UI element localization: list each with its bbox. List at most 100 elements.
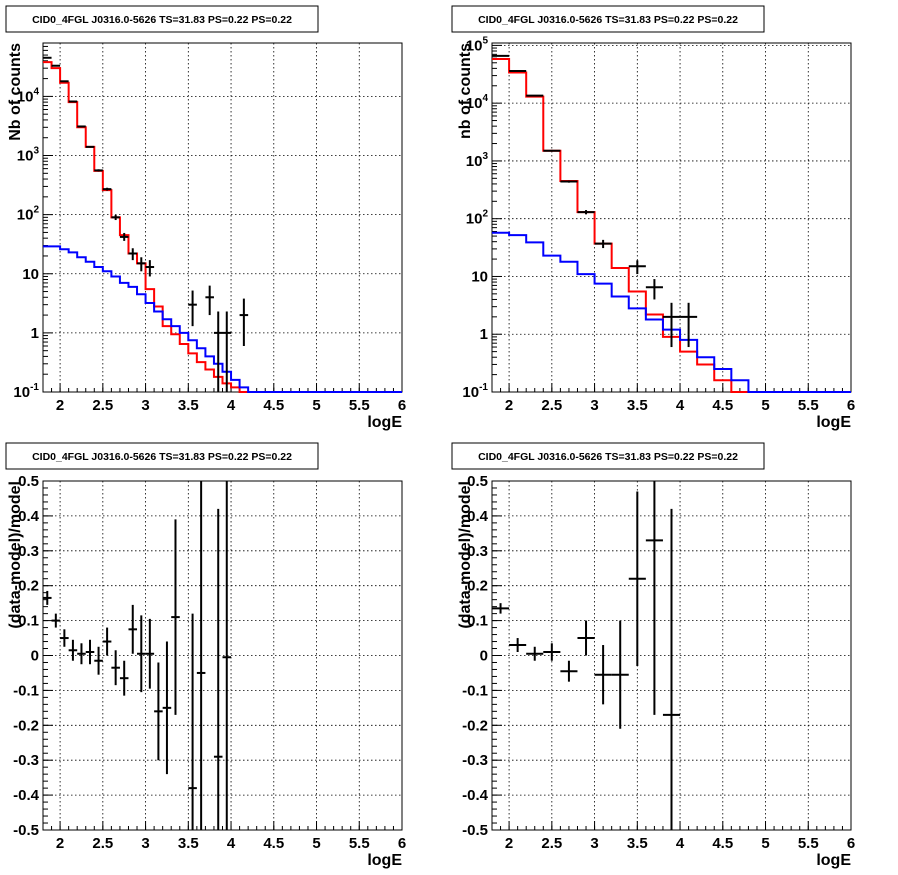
x-tick-label: 4.5: [263, 835, 284, 852]
residual-point: [543, 643, 561, 661]
residual-point: [577, 620, 595, 656]
title-box: [5, 5, 319, 33]
residual-point: [213, 508, 223, 830]
y-tick-label: -0.5: [462, 822, 488, 839]
x-tick-label: 2.5: [541, 835, 562, 852]
x-tick-label: 3: [141, 397, 149, 414]
x-tick-label: 5: [761, 397, 769, 414]
data-point: [560, 180, 578, 183]
residual-point: [611, 620, 629, 729]
residual-point: [137, 615, 146, 693]
x-tick-label: 3: [590, 397, 598, 414]
histogram-series-2: [492, 231, 851, 393]
residual-point: [560, 660, 578, 682]
histogram-series-2: [43, 245, 402, 393]
y-tick-label: 0.4: [18, 508, 40, 525]
y-tick-label: 10: [22, 266, 39, 283]
x-tick-label: 5.5: [349, 397, 370, 414]
y-tick-label: 0.3: [18, 543, 39, 560]
y-tick-label: -0.5: [13, 822, 39, 839]
data-point: [85, 145, 95, 148]
y-axis-label: (data-model)/model: [457, 481, 474, 629]
residual-point: [594, 645, 612, 705]
residual-point: [68, 639, 78, 661]
y-tick-label: -0.2: [13, 717, 39, 734]
y-tick-label: 10-1: [462, 382, 488, 401]
data-point: [222, 311, 232, 392]
title-box: [451, 442, 765, 470]
residual-point: [154, 662, 163, 761]
y-tick-label: -0.3: [462, 752, 488, 769]
residual-point: [162, 641, 172, 775]
residual-point: [85, 639, 95, 665]
data-point: [662, 302, 681, 348]
y-tick-label: 103: [17, 146, 40, 165]
x-tick-label: 2.5: [92, 835, 113, 852]
y-tick-label: 104: [466, 93, 489, 112]
x-tick-label: 2: [505, 835, 513, 852]
x-tick-label: 5: [312, 835, 320, 852]
residual-point: [51, 613, 61, 628]
data-point: [137, 257, 146, 272]
data-point: [526, 94, 544, 97]
y-tick-label: 10: [471, 268, 488, 285]
data-point: [213, 311, 223, 392]
x-tick-label: 2: [505, 397, 513, 414]
chart-panel-2: 2 2.5 3 3.5 4 4.5 5 5.5 6 10-1 1 10 102 103 104 105 logE…: [451, 5, 855, 431]
y-axis-label: Nb of counts: [7, 43, 24, 141]
y-tick-label: 0.5: [18, 473, 39, 490]
x-tick-label: 5.5: [798, 397, 819, 414]
y-tick-label: 0.5: [467, 473, 488, 490]
x-tick-label: 3.5: [178, 397, 199, 414]
data-point: [492, 54, 510, 57]
x-tick-label: 6: [398, 397, 406, 414]
x-tick-label: 5.5: [798, 835, 819, 852]
y-tick-label: 10-1: [13, 382, 39, 401]
y-tick-label: -0.1: [462, 682, 488, 699]
x-tick-label: 6: [398, 835, 406, 852]
data-point: [577, 210, 595, 215]
residual-point: [526, 646, 544, 661]
x-tick-label: 4: [227, 835, 236, 852]
y-tick-label: 0: [480, 648, 488, 665]
residual-point: [188, 613, 197, 830]
y-tick-label: 102: [17, 205, 40, 224]
x-tick-label: 4: [676, 397, 685, 414]
residual-point: [60, 629, 69, 647]
y-axis-label: (data-model)/model: [7, 481, 24, 629]
residual-point: [171, 519, 180, 715]
chart-panel-3: 2 2.5 3 3.5 4 4.5 5 5.5 6 -0.5 -0.4 -0.3 -0.2 -0.1 0 0.…: [5, 442, 406, 869]
residual-point: [128, 604, 138, 654]
y-tick-label: -0.4: [462, 787, 489, 804]
x-tick-label: 6: [847, 835, 855, 852]
chart-panel-1: 2 2.5 3 3.5 4 4.5 5 5.5 6 10-1 1 10 102 103 104 logE Nb …: [5, 5, 406, 431]
data-point: [94, 169, 103, 172]
data-point: [51, 64, 61, 67]
x-tick-label: 6: [847, 397, 855, 414]
data-point: [239, 298, 249, 346]
residual-point: [102, 627, 112, 656]
y-tick-label: 0.1: [18, 613, 39, 630]
x-tick-label: 2.5: [541, 397, 562, 414]
x-tick-label: 2: [56, 835, 64, 852]
x-tick-label: 3.5: [178, 835, 199, 852]
residual-point: [111, 650, 120, 686]
x-tick-label: 5: [312, 397, 320, 414]
data-point: [628, 260, 646, 275]
residual-point: [509, 638, 527, 653]
data-point: [509, 70, 527, 73]
y-tick-label: 0.3: [467, 543, 488, 560]
y-tick-label: -0.4: [13, 787, 40, 804]
data-point: [43, 56, 52, 59]
title-box: [5, 442, 319, 470]
data-point: [205, 285, 214, 316]
chart-title: CID0_4FGL J0316.0-5626 TS=31.83 PS=0.22 …: [32, 14, 292, 26]
y-tick-label: -0.2: [462, 717, 488, 734]
data-point: [102, 187, 112, 191]
x-tick-label: 3.5: [627, 397, 648, 414]
x-tick-label: 4: [227, 397, 236, 414]
x-axis-label: logE: [816, 852, 851, 869]
residual-point: [196, 481, 206, 830]
y-tick-label: -0.1: [13, 682, 39, 699]
y-axis-label: nb of counts: [457, 43, 474, 139]
